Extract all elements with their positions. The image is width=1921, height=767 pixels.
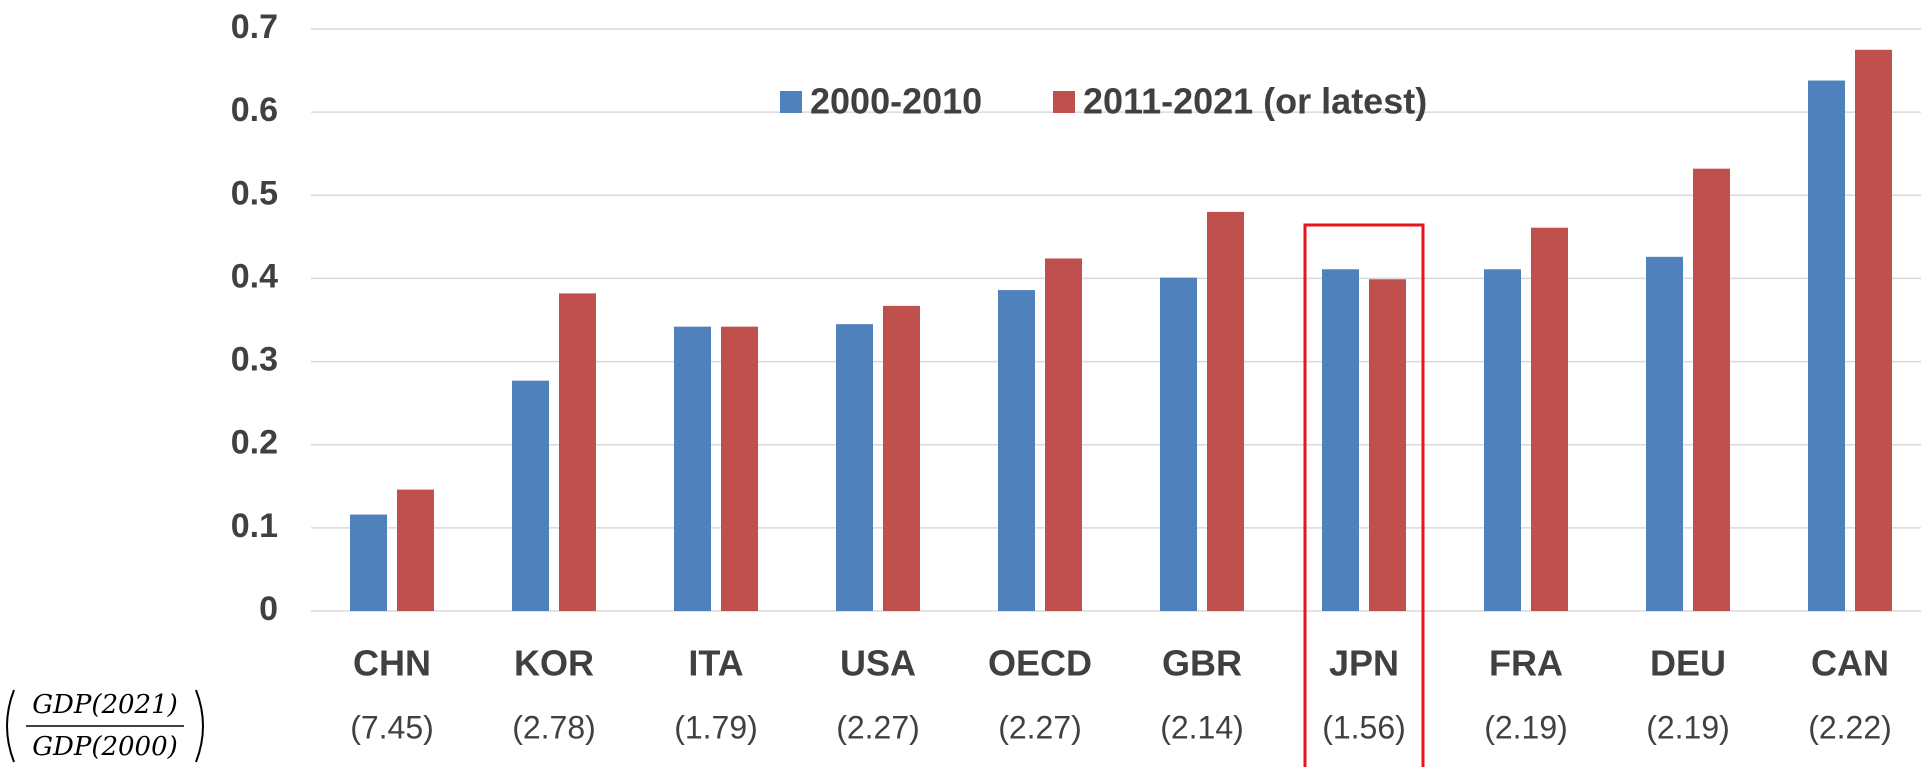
- bar: [1484, 269, 1521, 611]
- highlight-box: [1303, 223, 1425, 767]
- bar: [1207, 211, 1244, 611]
- x-tick-label: JPN: [1329, 643, 1399, 684]
- bar: [559, 293, 596, 611]
- sub-label: (2.19): [1646, 709, 1730, 745]
- sub-label: (2.27): [998, 709, 1082, 745]
- bar: [1322, 269, 1359, 611]
- x-tick-label: CAN: [1811, 643, 1889, 684]
- x-tick-label: ITA: [688, 643, 743, 684]
- bar: [998, 290, 1035, 611]
- bar: [1160, 277, 1197, 611]
- x-tick-label: DEU: [1650, 643, 1726, 684]
- sub-label: (2.14): [1160, 709, 1244, 745]
- legend-swatch: [780, 91, 802, 113]
- bar: [674, 326, 711, 611]
- y-tick-label: 0: [259, 590, 278, 628]
- y-tick-label: 0.7: [231, 8, 278, 46]
- legend-label: 2000-2010: [810, 81, 982, 122]
- bar: [1808, 80, 1845, 611]
- bar: [1045, 258, 1082, 611]
- bar: [1646, 256, 1683, 611]
- bar: [1855, 49, 1892, 612]
- sub-label: (2.27): [836, 709, 920, 745]
- y-tick-label: 0.1: [231, 507, 278, 545]
- sub-label: (2.78): [512, 709, 596, 745]
- x-tick-label: GBR: [1162, 643, 1242, 684]
- y-tick-label: 0.4: [231, 257, 278, 295]
- legend-swatch: [1053, 91, 1075, 113]
- y-tick-label: 0.6: [231, 91, 278, 129]
- paren-right: [195, 689, 204, 763]
- bar: [1531, 227, 1568, 611]
- ratio-numerator: GDP(2021): [32, 690, 178, 720]
- y-tick-label: 0.5: [231, 174, 278, 212]
- bar: [512, 380, 549, 611]
- sub-label: (2.19): [1484, 709, 1568, 745]
- sub-label: (1.56): [1322, 709, 1406, 745]
- y-tick-label: 0.3: [231, 341, 278, 379]
- ratio-denominator: GDP(2000): [32, 732, 178, 762]
- bar: [721, 326, 758, 611]
- sub-label: (1.79): [674, 709, 758, 745]
- bar: [350, 514, 387, 611]
- ratio-label: GDP(2021) GDP(2000): [6, 689, 204, 763]
- bar: [1369, 279, 1406, 611]
- sub-label: (7.45): [350, 709, 434, 745]
- bar: [1693, 168, 1730, 611]
- sub-label: (2.22): [1808, 709, 1892, 745]
- paren-left: [6, 689, 15, 763]
- bar: [883, 305, 920, 611]
- bar: [397, 489, 434, 611]
- x-tick-label: FRA: [1489, 643, 1563, 684]
- x-tick-label: OECD: [988, 643, 1092, 684]
- bar: [836, 324, 873, 611]
- x-tick-label: CHN: [353, 643, 431, 684]
- x-tick-label: USA: [840, 643, 916, 684]
- y-tick-label: 0.2: [231, 424, 278, 462]
- legend-label: 2011-2021 (or latest): [1083, 81, 1427, 122]
- x-tick-label: KOR: [514, 643, 594, 684]
